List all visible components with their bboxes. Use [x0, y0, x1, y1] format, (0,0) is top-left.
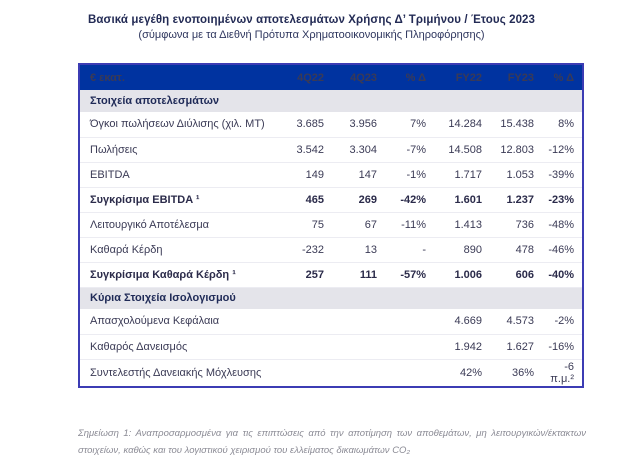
- financial-results-table: € εκατ. 4Q22 4Q23 % Δ FY22 FY23 % Δ Στοι…: [78, 63, 584, 388]
- cell-delta-q: [385, 309, 434, 334]
- row-label: Συγκρίσιμα EBITDA ¹: [90, 193, 200, 206]
- cell-fy23: 606: [515, 268, 534, 281]
- cell-delta-q: -: [422, 243, 426, 256]
- table-row: Όγκοι πωλήσεων Διύλισης (χιλ. ΜΤ) 3.685 …: [79, 112, 583, 137]
- cell-4q23: 269: [358, 193, 377, 206]
- cell-delta-fy: 8%: [558, 118, 574, 131]
- column-header-4q22: 4Q22: [297, 71, 324, 84]
- cell-fy22: 42%: [459, 366, 482, 379]
- column-header-4q23: 4Q23: [350, 71, 377, 84]
- row-label: EBITDA: [90, 168, 130, 181]
- cell-4q22: 3.542: [296, 143, 324, 156]
- row-label: Καθαρά Κέρδη: [90, 243, 163, 256]
- cell-delta-q: -11%: [401, 218, 426, 231]
- row-label: Πωλήσεις: [90, 143, 138, 156]
- cell-fy22: 4.669: [454, 315, 482, 328]
- cell-delta-q: [385, 359, 434, 387]
- page-title: Βασικά μεγέθη ενοποιημένων αποτελεσμάτων…: [87, 14, 536, 26]
- table-row: EBITDA 149 147 -1% 1.717 1.053 -39%: [79, 162, 583, 187]
- cell-fy22: 1.601: [454, 193, 482, 206]
- cell-fy22: 890: [463, 243, 482, 256]
- cell-4q23: 67: [364, 218, 377, 231]
- table-header-row: € εκατ. 4Q22 4Q23 % Δ FY22 FY23 % Δ: [79, 64, 583, 90]
- section-title: Κύρια Στοιχεία Ισολογισμού: [90, 292, 236, 305]
- cell-4q22: -232: [301, 243, 324, 256]
- cell-fy23: 4.573: [506, 315, 534, 328]
- section-header-results: Στοιχεία αποτελεσμάτων: [79, 90, 583, 112]
- cell-delta-q: [385, 334, 434, 359]
- row-label: Καθαρός Δανεισμός: [90, 340, 188, 353]
- cell-fy23: 15.438: [500, 118, 534, 131]
- column-header-delta-q: % Δ: [405, 71, 426, 84]
- cell-4q22: 257: [305, 268, 324, 281]
- row-label: Λειτουργικό Αποτέλεσμα: [90, 218, 210, 231]
- column-header-fy22: FY22: [455, 71, 482, 84]
- cell-4q22: [279, 309, 332, 334]
- cell-fy22: 1.717: [454, 168, 482, 181]
- cell-4q23: 13: [364, 243, 377, 256]
- table-row: Καθαρά Κέρδη -232 13 - 890 478 -46%: [79, 237, 583, 262]
- footnote-note-1: Σημείωση 1: Αναπροσαρμοσμένα για τις επι…: [78, 428, 586, 456]
- cell-4q23: [332, 334, 385, 359]
- cell-delta-q: 7%: [410, 118, 426, 131]
- table-row: Πωλήσεις 3.542 3.304 -7% 14.508 12.803 -…: [79, 137, 583, 162]
- table-row-adjusted-net-income: Συγκρίσιμα Καθαρά Κέρδη ¹ 257 111 -57% 1…: [79, 262, 583, 287]
- row-label: Συγκρίσιμα Καθαρά Κέρδη ¹: [90, 268, 236, 281]
- cell-4q22: 3.685: [296, 118, 324, 131]
- row-label: Όγκοι πωλήσεων Διύλισης (χιλ. ΜΤ): [90, 118, 265, 131]
- cell-delta-fy: -16%: [548, 340, 574, 353]
- cell-fy23: 1.237: [506, 193, 534, 206]
- cell-fy23: 12.803: [500, 143, 534, 156]
- cell-4q23: [332, 359, 385, 387]
- cell-delta-q: -42%: [400, 193, 426, 206]
- row-label: Συντελεστής Δανειακής Μόχλευσης: [90, 366, 262, 379]
- cell-delta-fy: -2%: [554, 315, 574, 328]
- cell-fy22: 1.006: [454, 268, 482, 281]
- cell-4q22: 75: [311, 218, 324, 231]
- cell-4q22: 149: [305, 168, 324, 181]
- cell-fy23: 1.053: [506, 168, 534, 181]
- column-header-delta-fy: % Δ: [553, 71, 574, 84]
- cell-fy23: 478: [515, 243, 534, 256]
- cell-delta-fy: -40%: [548, 268, 574, 281]
- cell-4q23: 147: [358, 168, 377, 181]
- cell-4q23: [332, 309, 385, 334]
- table-row: Καθαρός Δανεισμός 1.942 1.627 -16%: [79, 334, 583, 359]
- cell-fy22: 14.284: [448, 118, 482, 131]
- cell-fy23: 1.627: [506, 340, 534, 353]
- cell-delta-fy: -6 π.μ.²: [550, 360, 574, 385]
- column-header-unit: € εκατ.: [90, 71, 125, 84]
- cell-delta-fy: -46%: [548, 243, 574, 256]
- cell-delta-q: -57%: [400, 268, 426, 281]
- table-row: Απασχολούμενα Κεφάλαια 4.669 4.573 -2%: [79, 309, 583, 334]
- cell-4q23: 111: [359, 268, 377, 281]
- cell-4q22: 465: [305, 193, 324, 206]
- cell-4q23: 3.304: [349, 143, 377, 156]
- cell-delta-q: -1%: [406, 168, 426, 181]
- cell-fy22: 1.413: [454, 218, 482, 231]
- cell-delta-fy: -23%: [548, 193, 574, 206]
- cell-4q22: [279, 359, 332, 387]
- cell-4q23: 3.956: [349, 118, 377, 131]
- cell-delta-fy: -39%: [548, 168, 574, 181]
- section-title: Στοιχεία αποτελεσμάτων: [90, 95, 220, 107]
- page-subtitle: (σύμφωνα με τα Διεθνή Πρότυπα Χρηματοοικ…: [138, 29, 485, 41]
- cell-fy22: 1.942: [454, 340, 482, 353]
- table-row: Λειτουργικό Αποτέλεσμα 75 67 -11% 1.413 …: [79, 212, 583, 237]
- table-row: Συντελεστής Δανειακής Μόχλευσης 42% 36% …: [79, 359, 583, 387]
- cell-4q22: [279, 334, 332, 359]
- cell-fy23: 36%: [511, 366, 534, 379]
- cell-fy23: 736: [515, 218, 534, 231]
- title-block: Βασικά μεγέθη ενοποιημένων αποτελεσμάτων…: [0, 0, 623, 41]
- cell-delta-fy: -12%: [548, 143, 574, 156]
- cell-delta-fy: -48%: [548, 218, 574, 231]
- row-label: Απασχολούμενα Κεφάλαια: [90, 315, 220, 328]
- table-row-adjusted-ebitda: Συγκρίσιμα EBITDA ¹ 465 269 -42% 1.601 1…: [79, 187, 583, 212]
- cell-delta-q: -7%: [406, 143, 426, 156]
- section-header-balance-sheet: Κύρια Στοιχεία Ισολογισμού: [79, 287, 583, 309]
- cell-fy22: 14.508: [448, 143, 482, 156]
- column-header-fy23: FY23: [507, 71, 534, 84]
